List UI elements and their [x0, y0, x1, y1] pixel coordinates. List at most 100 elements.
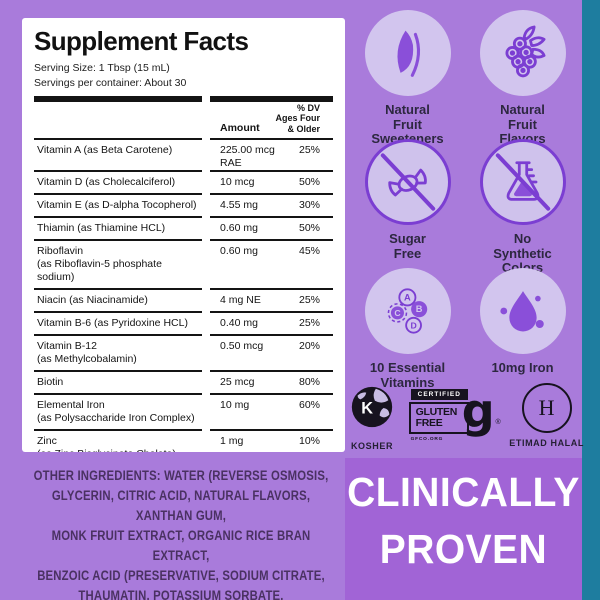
table-row: Vitamin B-6 (as Pyridoxine HCL) 0.40 mg 2…: [34, 311, 333, 334]
nutrient-name: Biotin: [37, 376, 64, 388]
nutrient-name: Vitamin D (as Cholecalciferol): [37, 176, 176, 188]
badge-natural-fruit-sweeteners: Natural Fruit Sweeteners: [353, 10, 463, 146]
raspberry-icon: [504, 25, 545, 78]
column-header-dv: % DV Ages Four & Older: [275, 102, 320, 134]
servings-per-container: Servings per container: About 30: [34, 77, 187, 89]
serving-size: Serving Size: 1 Tbsp (15 mL): [34, 62, 170, 74]
vitamin-letter-b: B: [415, 304, 422, 314]
nutrient-amount: 225.00 mcg RAE: [220, 144, 275, 169]
other-ingredients-text: OTHER INGREDIENTS: WATER (REVERSE OSMOSI…: [33, 468, 329, 600]
halal-certification: H ETIMAD HALAL: [509, 383, 584, 448]
table-row: Niacin (as Niacinamide) 4 mg NE 25%: [34, 288, 333, 311]
gf-box: GLUTEN FREE g: [408, 388, 495, 434]
badge-circle: [364, 10, 451, 96]
halal-label: ETIMAD HALAL: [509, 438, 584, 448]
nutrient-amount: 4 mg NE: [220, 294, 261, 306]
nutrient-name-sub: (as Methylcobalamin): [37, 353, 137, 365]
iron-drop-icon: [499, 291, 544, 332]
clinically-proven-panel: CLINICALLY PROVEN: [345, 458, 582, 600]
table-row: Zinc(as Zinc Bisglycinate Chelate) 1 mg 1…: [34, 429, 333, 452]
nutrient-amount: 10 mcg: [220, 176, 255, 188]
badge-10-essential-vitamins: A B C D 10 Essential Vitamins: [353, 268, 463, 397]
nutrient-name: Zinc: [37, 435, 57, 447]
nutrient-amount: 25 mcg: [220, 376, 255, 388]
slash-line: [380, 153, 435, 211]
kosher-k-glyph: K: [361, 400, 373, 418]
nutrient-amount: 0.60 mg: [220, 245, 258, 257]
supplement-facts-panel: Supplement Facts Serving Size: 1 Tbsp (1…: [22, 18, 345, 452]
right-edge-accent-strip: [582, 0, 600, 600]
gf-word-gluten: GLUTEN: [415, 406, 458, 418]
halal-h-glyph: H: [538, 395, 555, 420]
vitamin-letter-a: A: [404, 292, 411, 302]
leaf-icon: [396, 30, 420, 77]
nutrient-dv: 60%: [298, 399, 320, 411]
kosher-globe-icon: K: [351, 386, 393, 428]
panel-title: Supplement Facts: [34, 26, 249, 56]
badge-circle: [479, 139, 566, 225]
nutrient-dv: 25%: [298, 317, 320, 329]
gf-g-glyph: g: [461, 384, 495, 438]
nutrient-name-sub: (as Riboflavin-5 phosphate sodium): [37, 258, 162, 283]
nutrient-dv: 20%: [298, 340, 320, 352]
badge-circle: [479, 268, 566, 354]
table-top-rule: [34, 96, 333, 102]
registered-mark: ®: [495, 419, 501, 426]
badge-label: Sugar Free: [389, 231, 426, 261]
nutrient-dv: 25%: [298, 144, 320, 156]
table-row: Vitamin B-12 (as Methylcobalamin) 0.50 mc…: [34, 334, 333, 370]
nutrient-dv: 50%: [298, 222, 320, 234]
table-row: Thiamin (as Thiamine HCL) 0.60 mg 50%: [34, 216, 333, 239]
halal-h-icon: H: [521, 383, 572, 433]
table-row: Vitamin D (as Cholecalciferol) 10 mcg 50%: [34, 170, 333, 193]
table-row: Vitamin A (as Beta Carotene) 225.00 mcg …: [34, 138, 333, 170]
table-row: Elemental Iron (as Polysaccharide Iron Co…: [34, 393, 333, 429]
nutrient-dv: 10%: [298, 435, 320, 447]
nutrient-name: Vitamin A (as Beta Carotene): [37, 144, 173, 156]
nutrient-amount: 4.55 mg: [220, 199, 258, 211]
table-row: Vitamin E (as D-alpha Tocopherol) 4.55 m…: [34, 193, 333, 216]
nutrient-name-sub: (as Polysaccharide Iron Complex): [37, 412, 195, 424]
badge-natural-fruit-flavors: Natural Fruit Flavors: [468, 10, 578, 146]
nutrient-name: Vitamin B-12: [37, 340, 97, 352]
nutrient-amount: 1 mg: [220, 435, 244, 447]
kosher-certification: K KOSHER: [348, 383, 396, 451]
nutrient-name: Niacin (as Niacinamide): [37, 294, 148, 306]
badge-label: 10mg Iron: [491, 360, 554, 375]
nutrient-name: Vitamin E (as D-alpha Tocopherol): [37, 199, 197, 211]
certifications-row: K KOSHER CERTIFIED GLUTEN FREE g ® GFCO.…: [348, 383, 584, 451]
nutrient-name-sub: (as Zinc Bisglycinate Chelate): [37, 448, 202, 452]
nutrient-amount: 0.60 mg: [220, 222, 258, 234]
nutrient-name: Vitamin B-6 (as Pyridoxine HCL): [37, 317, 188, 329]
nutrient-name: Thiamin (as Thiamine HCL): [37, 222, 166, 234]
table-row: Biotin 25 mcg 80%: [34, 370, 333, 393]
gf-word-free: FREE: [415, 417, 443, 429]
clinically-proven-text: CLINICALLY PROVEN: [347, 469, 580, 572]
badge-circle: [479, 10, 566, 96]
gfco-org-text: GFCO.ORG: [410, 437, 444, 442]
kosher-label: KOSHER: [350, 441, 394, 451]
nutrient-amount: 10 mg: [220, 399, 250, 411]
badge-no-synthetic-colors: No Synthetic Colors: [468, 139, 578, 275]
badge-10mg-iron: 10mg Iron: [468, 268, 578, 397]
feature-badges: Natural Fruit Sweeteners: [350, 10, 580, 397]
nutrient-dv: 80%: [298, 376, 320, 388]
other-ingredients-block: OTHER INGREDIENTS: WATER (REVERSE OSMOSI…: [0, 466, 362, 600]
slash-line: [495, 153, 550, 211]
table-header-row: Amount % DV Ages Four & Older: [34, 102, 333, 138]
badge-circle: A B C D: [364, 268, 451, 354]
nutrient-dv: 30%: [298, 199, 320, 211]
vitamins-abcd-icon: A B C D: [387, 288, 427, 334]
nutrient-amount: 0.40 mg: [220, 317, 258, 329]
badge-sugar-free: Sugar Free: [353, 139, 463, 268]
vitamin-letter-c: C: [394, 308, 401, 318]
table-row: Riboflavin (as Riboflavin-5 phosphate sod…: [34, 239, 333, 288]
nutrient-name: Elemental Iron: [37, 399, 105, 411]
nutrient-dv: 45%: [298, 245, 320, 257]
badge-label: 10 Essential Vitamins: [369, 360, 446, 390]
nutrient-amount: 0.50 mcg: [220, 340, 264, 352]
nutrient-dv: 50%: [298, 176, 320, 188]
vitamin-letter-d: D: [410, 320, 416, 330]
gluten-free-certification: CERTIFIED GLUTEN FREE g ® GFCO.ORG: [408, 383, 501, 442]
